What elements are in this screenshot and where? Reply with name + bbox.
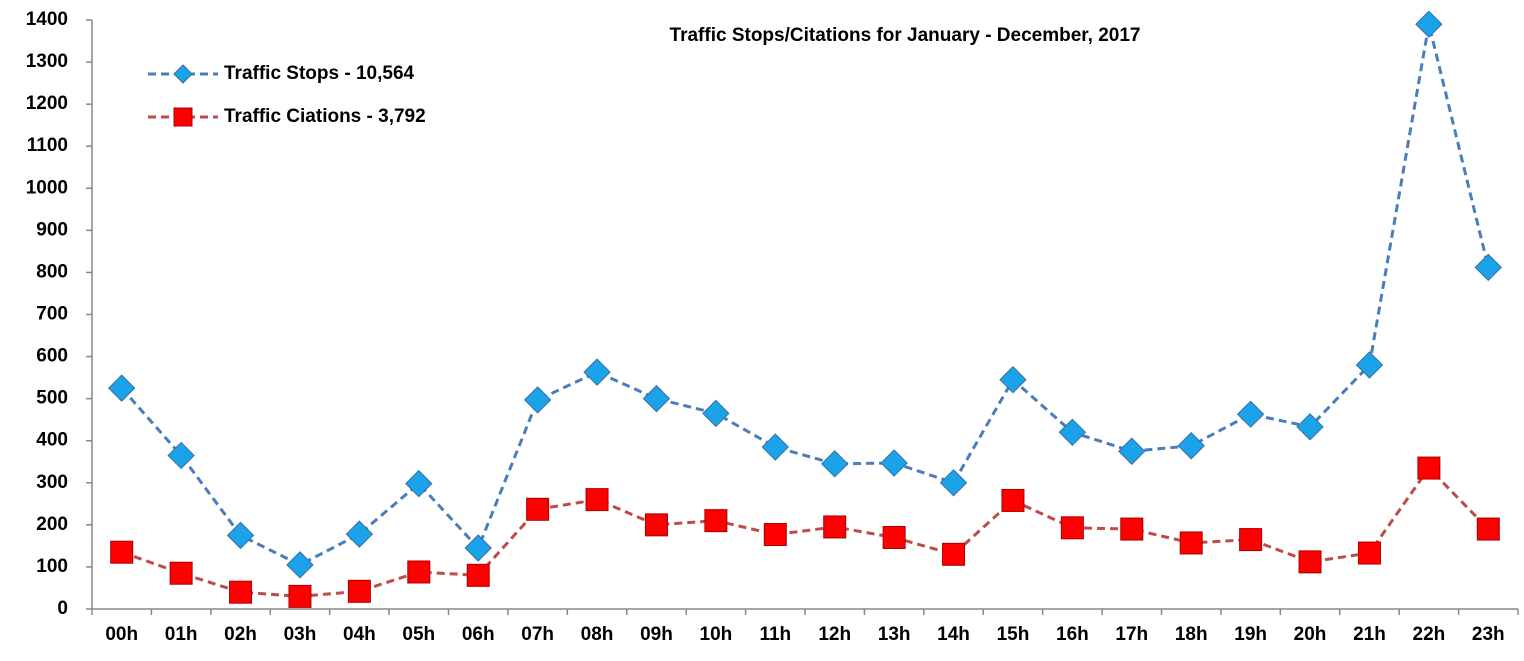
point (761, 433, 789, 461)
y-tick-label: 1100 (27, 135, 68, 156)
point (823, 515, 847, 539)
point (1239, 528, 1263, 552)
x-tick-label: 11h (759, 624, 791, 645)
y-tick-label: 0 (57, 598, 68, 619)
point (288, 584, 312, 608)
y-tick-label: 800 (36, 261, 68, 282)
point (642, 384, 671, 413)
y-tick-label: 600 (36, 346, 68, 367)
point (526, 497, 550, 521)
point (704, 509, 728, 533)
x-tick-label: 20h (1294, 624, 1327, 645)
point (1298, 550, 1322, 574)
legend-label: Traffic Stops - 10,564 (224, 63, 415, 84)
point (763, 523, 787, 547)
point (464, 534, 492, 562)
point (1476, 517, 1500, 541)
x-tick-label: 02h (224, 624, 257, 645)
point (585, 488, 609, 512)
x-tick-label: 22h (1413, 624, 1446, 645)
point (942, 542, 966, 566)
x-tick-label: 09h (640, 624, 673, 645)
x-tick-label: 06h (462, 624, 495, 645)
point (1415, 10, 1443, 38)
y-tick-label: 100 (36, 556, 68, 577)
point (1001, 488, 1025, 512)
point (167, 441, 195, 470)
point (347, 579, 371, 603)
x-tick-label: 00h (105, 624, 138, 645)
y-tick-label: 700 (36, 304, 68, 325)
legend-marker (173, 64, 193, 84)
x-tick-label: 08h (581, 624, 614, 645)
x-tick-label: 07h (521, 624, 554, 645)
point (405, 469, 433, 498)
y-tick-label: 500 (36, 388, 68, 409)
y-tick-label: 300 (36, 472, 68, 493)
point (169, 561, 193, 585)
point (702, 399, 730, 428)
x-tick-label: 16h (1056, 624, 1089, 645)
point (1118, 437, 1146, 465)
x-tick-label: 13h (878, 624, 911, 645)
y-tick-label: 400 (36, 430, 68, 451)
point (345, 520, 374, 548)
x-tick-label: 14h (937, 624, 970, 645)
x-tick-label: 18h (1175, 624, 1208, 645)
point (1474, 253, 1502, 282)
y-tick-label: 1000 (26, 177, 68, 198)
point (1179, 531, 1203, 555)
x-tick-label: 17h (1115, 624, 1148, 645)
point (999, 366, 1027, 394)
x-tick-label: 01h (165, 624, 198, 645)
x-tick-label: 19h (1234, 624, 1267, 645)
x-tick-label: 15h (997, 624, 1030, 645)
x-tick-label: 23h (1472, 624, 1505, 645)
y-tick-label: 1300 (26, 51, 68, 72)
point (1058, 418, 1087, 447)
x-tick-label: 04h (343, 624, 376, 645)
y-tick-label: 1200 (26, 93, 68, 114)
y-tick-label: 1400 (26, 9, 68, 30)
series-line (121, 465, 1490, 598)
point (1296, 413, 1324, 441)
x-tick-label: 05h (402, 624, 435, 645)
point (882, 525, 906, 549)
point (1120, 517, 1144, 541)
point (880, 449, 908, 477)
x-tick-label: 21h (1353, 624, 1386, 645)
legend-marker (173, 107, 193, 127)
point (583, 358, 611, 386)
point (1357, 541, 1381, 565)
point (1355, 351, 1384, 379)
point (1060, 516, 1084, 540)
point (1417, 456, 1441, 480)
point (286, 551, 314, 579)
legend-label: Traffic Ciations - 3,792 (224, 106, 426, 127)
point (229, 580, 253, 604)
chart-title: Traffic Stops/Citations for January - De… (670, 25, 1141, 46)
point (821, 450, 849, 478)
x-tick-label: 12h (818, 624, 851, 645)
x-tick-label: 03h (284, 624, 317, 645)
point (523, 386, 552, 414)
point (226, 521, 255, 550)
point (939, 469, 968, 497)
point (407, 560, 431, 584)
point (110, 540, 134, 564)
point (1177, 432, 1205, 460)
point (466, 563, 490, 587)
y-tick-label: 900 (36, 219, 68, 240)
y-tick-label: 200 (36, 514, 68, 535)
point (1236, 400, 1265, 428)
point (108, 374, 136, 402)
x-tick-label: 10h (700, 624, 733, 645)
point (644, 513, 668, 537)
